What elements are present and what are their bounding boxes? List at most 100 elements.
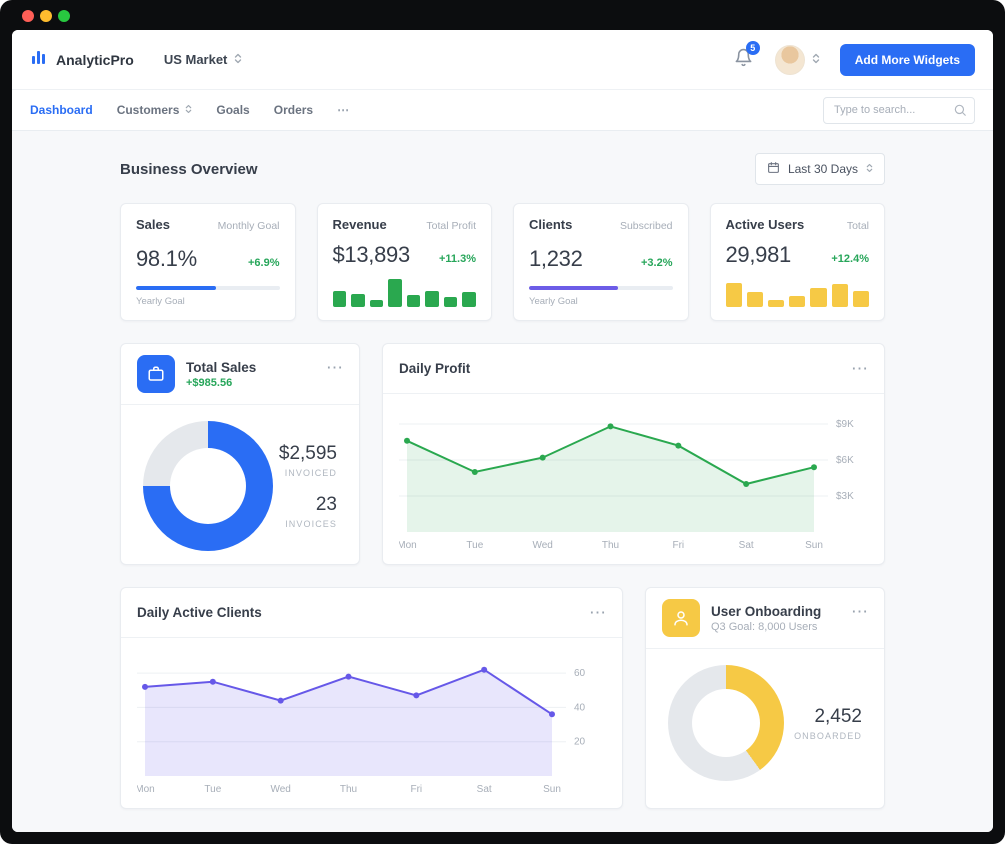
total-sales-donut-chart xyxy=(143,421,273,551)
chevron-updown-icon xyxy=(185,103,192,117)
clients-progress-bar xyxy=(529,286,673,290)
stat-card-sales: Sales Monthly Goal 98.1% +6.9% Yearly Go… xyxy=(120,203,296,321)
tab-more[interactable]: ⋯ xyxy=(337,103,352,117)
window-titlebar xyxy=(0,0,1005,30)
svg-text:Mon: Mon xyxy=(399,540,417,551)
stat-delta: +11.3% xyxy=(438,252,476,265)
date-range-label: Last 30 Days xyxy=(787,162,858,176)
svg-text:Sun: Sun xyxy=(805,540,823,551)
tab-goals[interactable]: Goals xyxy=(216,103,250,117)
tab-dashboard[interactable]: Dashboard xyxy=(30,103,93,117)
card-menu-button[interactable]: ⋯ xyxy=(851,602,868,621)
card-title: Daily Profit xyxy=(399,361,471,376)
stat-footer: Yearly Goal xyxy=(136,296,185,307)
search-input[interactable] xyxy=(823,96,975,124)
onboarding-donut-chart xyxy=(668,665,784,781)
invoices-label: INVOICES xyxy=(285,519,337,529)
tab-customers[interactable]: Customers xyxy=(117,103,193,117)
stat-subtitle: Total Profit xyxy=(426,220,476,232)
middle-row: Total Sales +$985.56 ⋯ $2,595 INVOICED xyxy=(120,343,885,565)
stat-card-clients: Clients Subscribed 1,232 +3.2% Yearly Go… xyxy=(513,203,689,321)
active-users-mini-bar-chart xyxy=(725,277,870,307)
card-menu-button[interactable]: ⋯ xyxy=(851,359,868,378)
stats-row: Sales Monthly Goal 98.1% +6.9% Yearly Go… xyxy=(120,203,885,321)
daily-profit-line-chart: $9K $6K $3K Mon Tue Wed Thu Fri Sat Sun xyxy=(397,404,868,554)
card-title: Total Sales xyxy=(186,359,257,375)
search-box xyxy=(823,96,975,124)
donut-hole xyxy=(170,448,246,524)
stat-subtitle: Monthly Goal xyxy=(217,220,280,232)
page-header-row: Business Overview Last 30 Days xyxy=(120,153,885,185)
brand[interactable]: AnalyticPro xyxy=(30,48,134,71)
stat-subtitle: Total xyxy=(846,220,869,232)
invoices-value: 23 xyxy=(315,494,337,515)
stat-delta: +12.4% xyxy=(831,252,869,265)
svg-text:20: 20 xyxy=(574,737,586,748)
stat-title: Sales xyxy=(136,217,170,232)
stat-delta: +3.2% xyxy=(641,257,673,269)
close-window-button[interactable] xyxy=(22,10,34,22)
card-menu-button[interactable]: ⋯ xyxy=(589,603,606,622)
search-icon[interactable] xyxy=(953,103,967,122)
svg-text:$9K: $9K xyxy=(836,419,854,430)
svg-text:Sat: Sat xyxy=(739,540,754,551)
svg-text:Wed: Wed xyxy=(270,784,290,795)
revenue-mini-bar-chart xyxy=(332,277,476,307)
add-widgets-button[interactable]: Add More Widgets xyxy=(839,43,975,76)
tab-customers-label: Customers xyxy=(116,103,180,117)
stat-subtitle: Subscribed xyxy=(619,220,673,232)
notification-badge: 5 xyxy=(745,40,760,55)
market-selector[interactable]: US Market xyxy=(164,51,243,69)
minimize-window-button[interactable] xyxy=(40,10,52,22)
svg-text:Fri: Fri xyxy=(410,784,422,795)
person-icon xyxy=(662,599,700,637)
dashboard-content: Business Overview Last 30 Days Sales Mon… xyxy=(12,131,993,832)
svg-text:Tue: Tue xyxy=(204,784,221,795)
total-sales-card: Total Sales +$985.56 ⋯ $2,595 INVOICED xyxy=(120,343,360,565)
stat-card-revenue: Revenue Total Profit $13,893 +11.3% xyxy=(316,203,492,321)
daily-profit-card: Daily Profit ⋯ $9K $6K $3K Mon Tue Wed Thu Fri S… xyxy=(382,343,885,565)
tab-orders[interactable]: Orders xyxy=(273,103,314,117)
market-selector-label: US Market xyxy=(163,52,228,67)
chevron-updown-icon xyxy=(234,51,242,69)
date-range-button[interactable]: Last 30 Days xyxy=(754,153,885,185)
donut-hole xyxy=(692,689,760,757)
calendar-icon xyxy=(767,161,780,177)
card-delta: +$985.56 xyxy=(186,376,233,389)
user-onboarding-card: User Onboarding Q3 Goal: 8,000 Users ⋯ 2… xyxy=(645,587,885,809)
card-menu-button[interactable]: ⋯ xyxy=(326,358,343,377)
chevron-updown-icon xyxy=(812,51,820,69)
svg-text:Tue: Tue xyxy=(466,540,483,551)
stat-value: 1,232 xyxy=(529,246,583,271)
invoiced-value: $2,595 xyxy=(278,443,337,464)
user-avatar xyxy=(774,44,805,75)
svg-text:Fri: Fri xyxy=(672,540,684,551)
user-menu[interactable] xyxy=(774,44,820,75)
top-header: AnalyticPro US Market 5 xyxy=(12,30,993,90)
bell-icon xyxy=(734,48,753,71)
page-title: Business Overview xyxy=(120,160,258,178)
svg-text:$6K: $6K xyxy=(836,455,854,466)
svg-text:40: 40 xyxy=(574,702,586,713)
zoom-window-button[interactable] xyxy=(58,10,70,22)
stat-footer: Yearly Goal xyxy=(529,296,578,307)
card-subtitle: Q3 Goal: 8,000 Users xyxy=(711,620,818,633)
stat-title: Revenue xyxy=(332,217,387,232)
brand-name: AnalyticPro xyxy=(56,51,134,68)
svg-text:Mon: Mon xyxy=(137,784,155,795)
notifications-button[interactable]: 5 xyxy=(734,40,760,72)
stat-value: 98.1% xyxy=(136,246,197,271)
briefcase-icon xyxy=(137,355,175,393)
svg-text:Sat: Sat xyxy=(477,784,492,795)
bar-chart-logo-icon xyxy=(30,48,48,71)
svg-text:Sun: Sun xyxy=(543,784,561,795)
chevron-updown-icon xyxy=(866,162,873,176)
sales-progress-bar xyxy=(136,286,280,290)
svg-text:Thu: Thu xyxy=(602,540,619,551)
card-title: User Onboarding xyxy=(711,603,822,619)
onboarded-label: ONBOARDED xyxy=(794,730,862,741)
stat-value: 29,981 xyxy=(725,241,792,267)
onboarded-value: 2,452 xyxy=(814,705,862,727)
svg-text:Wed: Wed xyxy=(532,540,552,551)
